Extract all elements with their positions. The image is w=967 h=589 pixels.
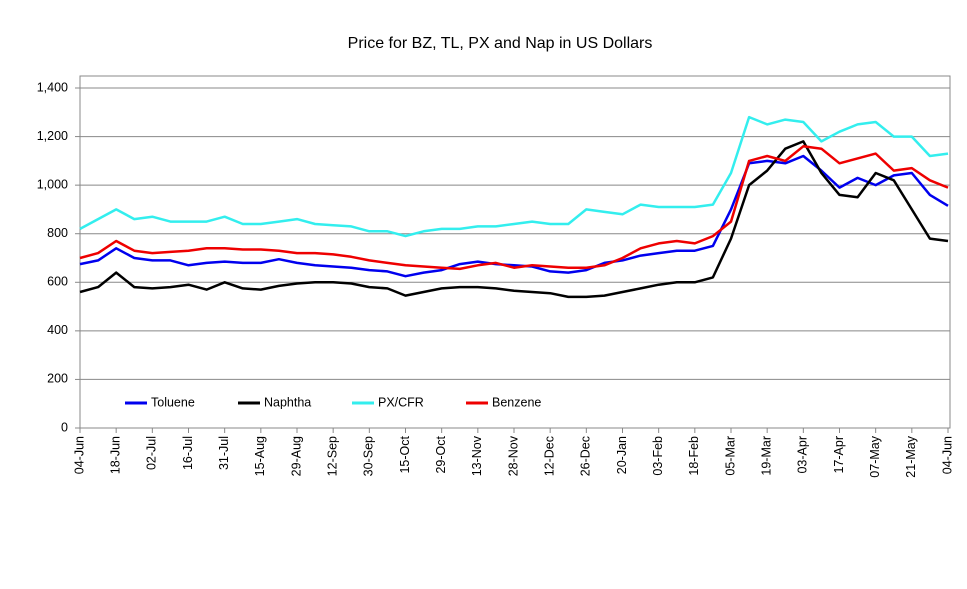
x-tick-label: 18-Jun — [108, 436, 122, 474]
x-tick-label: 19-Mar — [759, 436, 773, 476]
x-tick-label: 04-Jun — [72, 436, 86, 474]
x-tick-label: 15-Aug — [253, 436, 267, 476]
y-tick-label: 1,200 — [37, 129, 68, 143]
x-tick-label: 12-Dec — [542, 436, 556, 476]
x-tick-label: 07-May — [868, 435, 882, 477]
x-tick-label: 29-Oct — [434, 435, 448, 473]
x-tick-label: 20-Jan — [615, 436, 629, 474]
x-tick-label: 05-Mar — [723, 436, 737, 476]
x-tick-label: 26-Dec — [579, 436, 593, 476]
series-line — [79, 115, 949, 238]
x-tick-label: 31-Jul — [217, 436, 231, 470]
x-tick-label: 30-Sep — [362, 436, 376, 476]
x-tick-label: 13-Nov — [470, 435, 484, 476]
chart-title: Price for BZ, TL, PX and Nap in US Dolla… — [348, 35, 653, 52]
x-tick-label: 02-Jul — [145, 436, 159, 470]
legend-label: PX/CFR — [378, 395, 424, 409]
x-tick-label: 29-Aug — [289, 436, 303, 476]
legend-label: Toluene — [151, 395, 195, 409]
y-tick-label: 1,400 — [37, 80, 68, 94]
x-tick-label: 21-May — [904, 435, 918, 477]
series-line — [79, 145, 949, 271]
x-tick-label: 03-Apr — [796, 436, 810, 474]
x-tick-label: 12-Sep — [325, 436, 339, 476]
y-tick-label: 0 — [61, 420, 68, 434]
plot-frame — [79, 75, 951, 429]
x-tick-label: 15-Oct — [398, 435, 412, 473]
legend-label: Naphtha — [264, 395, 311, 409]
x-tick-label: 03-Feb — [651, 436, 665, 476]
x-tick-label: 04-Jun — [940, 436, 954, 474]
y-tick-label: 600 — [47, 275, 68, 289]
legend-label: Benzene — [492, 395, 541, 409]
y-tick-label: 800 — [47, 226, 68, 240]
y-tick-label: 200 — [47, 372, 68, 386]
x-tick-label: 17-Apr — [832, 436, 846, 474]
x-tick-label: 28-Nov — [506, 435, 520, 476]
series-line — [79, 154, 949, 278]
x-tick-label: 18-Feb — [687, 436, 701, 476]
series-line — [79, 140, 949, 299]
y-tick-label: 1,000 — [37, 177, 68, 191]
y-tick-label: 400 — [47, 323, 68, 337]
x-tick-label: 16-Jul — [181, 436, 195, 470]
